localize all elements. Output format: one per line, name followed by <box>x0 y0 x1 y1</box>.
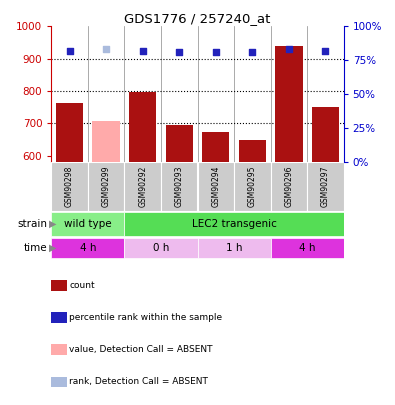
Bar <box>271 162 307 211</box>
Bar <box>124 238 198 258</box>
Text: GSM90296: GSM90296 <box>284 166 293 207</box>
Bar <box>312 107 339 162</box>
Text: GSM90294: GSM90294 <box>211 166 220 207</box>
Bar <box>51 345 66 355</box>
Point <box>103 46 109 53</box>
Text: percentile rank within the sample: percentile rank within the sample <box>70 313 222 322</box>
Bar <box>161 162 198 211</box>
Text: 4 h: 4 h <box>299 243 315 253</box>
Text: rank, Detection Call = ABSENT: rank, Detection Call = ABSENT <box>70 377 208 386</box>
Bar <box>51 162 88 211</box>
Bar <box>92 122 120 162</box>
Bar <box>271 238 344 258</box>
Bar <box>56 103 83 162</box>
Bar <box>202 132 229 162</box>
Text: GSM90298: GSM90298 <box>65 166 74 207</box>
Text: ▶: ▶ <box>49 219 57 229</box>
Text: GSM90297: GSM90297 <box>321 166 330 207</box>
Point <box>249 49 256 55</box>
Bar <box>198 162 234 211</box>
Bar <box>166 126 193 162</box>
Text: GSM90293: GSM90293 <box>175 166 184 207</box>
Bar <box>275 46 303 162</box>
Bar <box>307 162 344 211</box>
Bar <box>124 212 344 236</box>
Point <box>286 46 292 53</box>
Bar <box>198 238 271 258</box>
Point <box>176 49 182 55</box>
Text: ▶: ▶ <box>49 243 57 253</box>
Text: 4 h: 4 h <box>80 243 96 253</box>
Bar <box>239 140 266 162</box>
Bar <box>51 238 124 258</box>
Point <box>66 47 73 54</box>
Text: 0 h: 0 h <box>153 243 169 253</box>
Text: GSM90292: GSM90292 <box>138 166 147 207</box>
Text: LEC2 transgenic: LEC2 transgenic <box>192 219 276 229</box>
Text: GSM90299: GSM90299 <box>102 166 111 207</box>
Bar <box>51 377 66 387</box>
Bar <box>51 280 66 290</box>
Bar <box>234 162 271 211</box>
Title: GDS1776 / 257240_at: GDS1776 / 257240_at <box>124 12 271 25</box>
Bar <box>51 312 66 323</box>
Text: time: time <box>24 243 47 253</box>
Text: value, Detection Call = ABSENT: value, Detection Call = ABSENT <box>70 345 213 354</box>
Bar <box>124 162 161 211</box>
Bar <box>129 92 156 162</box>
Text: wild type: wild type <box>64 219 112 229</box>
Point <box>213 49 219 55</box>
Text: count: count <box>70 281 95 290</box>
Text: strain: strain <box>17 219 47 229</box>
Text: 1 h: 1 h <box>226 243 242 253</box>
Bar <box>51 212 124 236</box>
Point <box>322 47 329 54</box>
Point <box>139 47 146 54</box>
Text: GSM90295: GSM90295 <box>248 166 257 207</box>
Bar <box>88 162 124 211</box>
